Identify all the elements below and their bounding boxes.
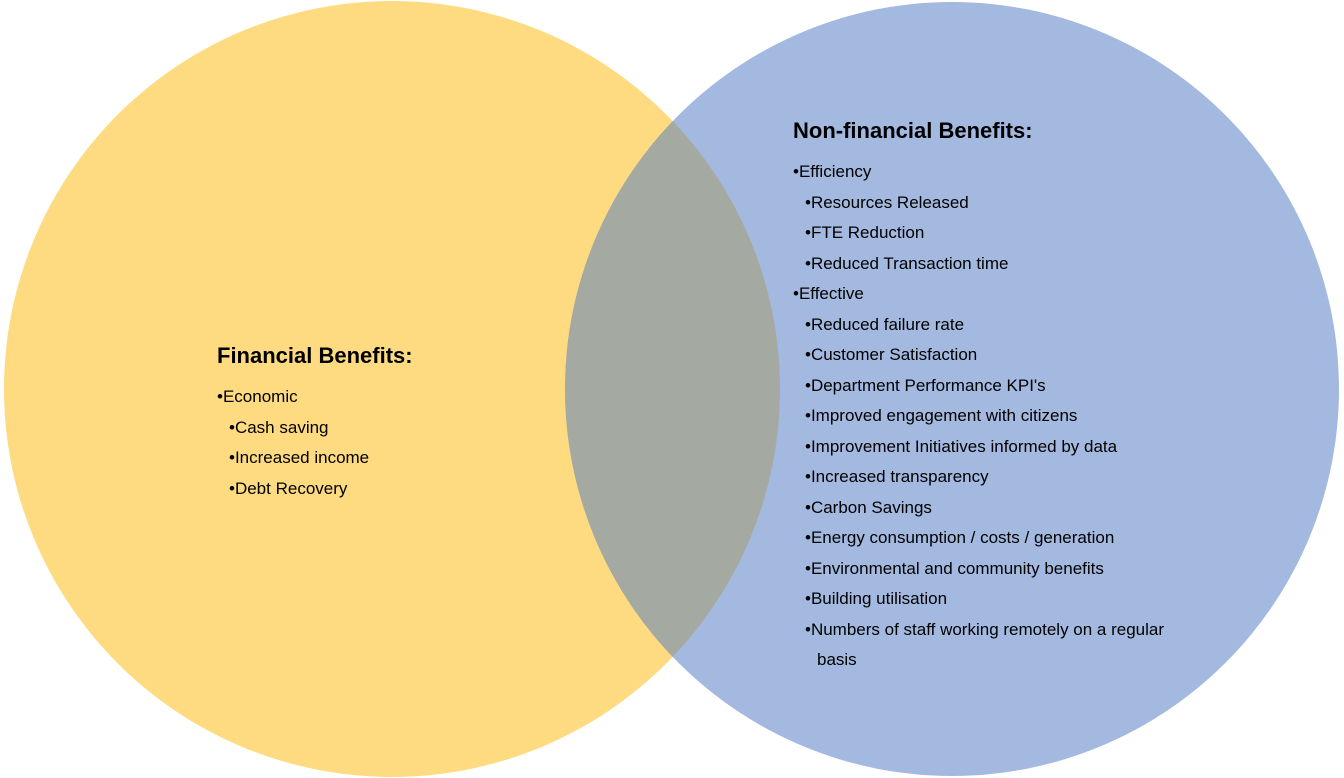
list-item: •Department Performance KPI's [805, 375, 1046, 395]
section-title: Non-financial Benefits: [793, 118, 1033, 143]
group-label: •Economic [217, 387, 298, 406]
list-item: •Improved engagement with citizens [805, 406, 1078, 425]
list-item: •Carbon Savings [805, 497, 932, 517]
list-item: •Increased transparency [805, 467, 989, 486]
financial-circle [4, 1, 780, 777]
list-item: •Improvement Initiatives informed by dat… [805, 436, 1118, 456]
non-financial-block: Non-financial Benefits: •Efficiency •Resou… [793, 117, 1192, 676]
group-label: •Effective [793, 284, 864, 303]
list-item: •Cash saving [229, 417, 329, 437]
list-item: •Energy consumption / costs / generation [805, 528, 1115, 547]
section-title: Financial Benefits: [217, 343, 413, 368]
list-item: •Numbers of staff working remotely on a … [805, 619, 1165, 670]
list-item: •Reduced failure rate [805, 314, 965, 334]
list-item: •Reduced Transaction time [805, 253, 1009, 273]
list-item: •Increased income [229, 448, 370, 467]
financial-block: Financial Benefits: •Economic •Cash saving… [217, 342, 616, 504]
group-label: •Efficiency [793, 162, 872, 181]
non-financial-circle [565, 2, 1339, 776]
list-item: •Environmental and community benefits [805, 558, 1104, 578]
list-item: •Customer Satisfaction [805, 345, 978, 364]
list-item: •Building utilisation [805, 589, 948, 608]
list-item: •FTE Reduction [805, 223, 925, 242]
list-item: •Debt Recovery [229, 478, 348, 498]
list-item: •Resources Released [805, 192, 969, 212]
